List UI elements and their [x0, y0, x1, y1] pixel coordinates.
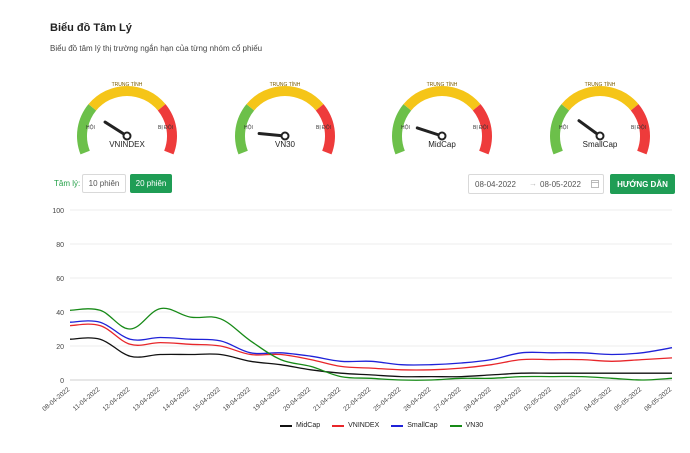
gauge-needle-hub [437, 131, 447, 141]
series-line-vnindex [69, 323, 673, 371]
gauge-name: SmallCap [582, 140, 618, 149]
x-tick-label: 26-04-2022 [403, 386, 433, 413]
legend-label: SmallCap [407, 422, 438, 429]
x-tick-label: 29-04-2022 [493, 386, 523, 413]
y-tick-label: 100 [52, 208, 64, 215]
x-tick-label: 20-04-2022 [282, 386, 312, 413]
gauge-dial [235, 86, 335, 155]
gauge-red-zone [315, 104, 335, 155]
gauge-name: VN30 [274, 140, 295, 149]
x-tick-label: 03-05-2022 [553, 386, 583, 413]
legend-swatch [449, 424, 462, 427]
gauge-yellow-zone [88, 86, 166, 111]
gauge-dial [392, 86, 492, 155]
gauge-name: VNINDEX [109, 140, 145, 149]
gauge-needle-hub [122, 131, 132, 141]
gauge-low-label: HỘI [559, 125, 568, 131]
series-line-smallcap [69, 320, 673, 366]
gauge-dial [550, 86, 650, 155]
10-sessions-button[interactable]: 10 phiên [82, 174, 126, 193]
x-tick-label: 27-04-2022 [433, 386, 463, 413]
legend-label: VN30 [465, 422, 484, 429]
legend-item-vnindex[interactable]: VNINDEX [332, 422, 379, 429]
y-tick-label: 20 [56, 344, 64, 351]
gauge-mid-label: TRUNG TÍNH [584, 82, 616, 88]
legend-swatch [332, 424, 345, 427]
end-date[interactable]: 08-05-2022 [540, 180, 581, 189]
x-tick-label: 21-04-2022 [312, 386, 342, 413]
legend-swatch [280, 424, 292, 427]
x-tick-label: 11-04-2022 [72, 386, 102, 413]
y-tick-label: 40 [56, 310, 64, 317]
gauge-smallcap [535, 86, 665, 156]
gauge-high-label: BỊ ĐỘI [473, 125, 489, 131]
gauge-yellow-zone [246, 86, 324, 111]
legend-item-midcap[interactable]: MidCap [280, 422, 320, 429]
date-range-picker[interactable]: 08-04-2022 → 08-05-2022 [468, 174, 604, 194]
x-tick-label: 14-04-2022 [162, 386, 192, 413]
gauge-high-label: BỊ ĐỘI [158, 125, 174, 131]
gauge-midcap [377, 86, 507, 156]
gauge-low-label: HỘI [401, 125, 410, 131]
gauge-yellow-zone [403, 86, 481, 111]
gauge-green-zone [235, 104, 255, 155]
y-tick-label: 0 [60, 378, 64, 385]
x-tick-label: 06-05-2022 [643, 386, 673, 413]
gauge-red-zone [630, 104, 650, 155]
x-tick-label: 08-04-2022 [41, 386, 71, 413]
gauge-needle-hub [280, 131, 290, 141]
gauge-vn30 [220, 86, 350, 156]
legend-label: VNINDEX [348, 422, 380, 429]
x-tick-label: 28-04-2022 [463, 386, 493, 413]
series-line-midcap [69, 337, 672, 378]
gauge-high-label: BỊ ĐỘI [316, 125, 332, 131]
y-tick-label: 60 [56, 276, 64, 283]
x-tick-label: 22-04-2022 [342, 386, 372, 413]
gauge-red-zone [472, 104, 492, 155]
x-tick-label: 25-04-2022 [372, 386, 402, 413]
x-tick-label: 12-04-2022 [102, 386, 132, 413]
x-tick-label: 18-04-2022 [222, 386, 252, 413]
gauge-high-label: BỊ ĐỘI [631, 125, 647, 131]
x-tick-label: 04-05-2022 [583, 386, 613, 413]
gauge-green-zone [392, 104, 412, 155]
arrow-right-icon: → [529, 179, 537, 188]
gauge-mid-label: TRUNG TÍNH [269, 82, 301, 88]
guide-button[interactable]: HƯỚNG DẪN [610, 174, 675, 194]
gauge-low-label: HỘI [86, 125, 95, 131]
20-sessions-button[interactable]: 20 phiên [130, 174, 172, 193]
start-date[interactable]: 08-04-2022 [475, 180, 516, 189]
gauge-vnindex [62, 86, 192, 156]
page-subtitle: Biểu đồ tâm lý thị trường ngắn hạn của t… [50, 44, 263, 53]
gauge-dial [77, 86, 177, 155]
gauge-red-zone [157, 104, 177, 155]
calendar-icon [591, 180, 599, 188]
x-tick-label: 13-04-2022 [132, 386, 162, 413]
sentiment-filter-label: Tâm lý: [54, 179, 81, 188]
gauge-name: MidCap [428, 140, 456, 149]
gauge-needle-hub [595, 131, 605, 141]
x-tick-label: 19-04-2022 [252, 386, 282, 413]
gauge-low-label: HỘI [244, 125, 253, 131]
legend-swatch [391, 424, 404, 427]
gauge-yellow-zone [561, 86, 639, 111]
gauge-mid-label: TRUNG TÍNH [426, 82, 458, 88]
x-tick-label: 15-04-2022 [192, 386, 222, 413]
gauge-green-zone [77, 104, 97, 155]
page-title: Biểu đồ Tâm Lý [50, 22, 132, 34]
x-tick-label: 05-05-2022 [613, 386, 643, 413]
legend-item-smallcap[interactable]: SmallCap [391, 422, 438, 429]
legend-item-vn30[interactable]: VN30 [449, 422, 484, 429]
x-tick-label: 02-05-2022 [523, 386, 553, 413]
y-tick-label: 80 [56, 242, 64, 249]
series-line-vn30 [69, 307, 673, 381]
legend-label: MidCap [296, 422, 321, 429]
gauge-green-zone [550, 104, 570, 155]
chart-legend: MidCap VNINDEX SmallCap VN30 [280, 422, 483, 429]
sentiment-line-chart: 0 20 40 60 80 100 08-04-2022 11-04-2022 12-04-20… [41, 208, 673, 413]
gauge-mid-label: TRUNG TÍNH [111, 82, 143, 88]
